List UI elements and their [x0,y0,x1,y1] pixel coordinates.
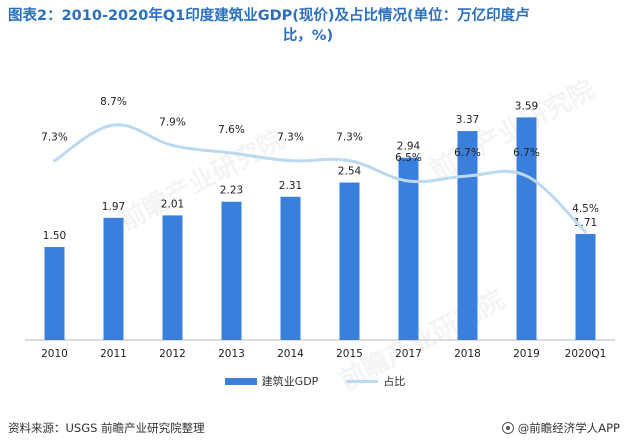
legend-item-bar: 建筑业GDP [224,373,319,389]
bar-value-label: 2.23 [220,185,243,197]
bar-2014 [280,196,301,340]
x-tick-label: 2020Q1 [565,348,607,360]
line-value-label: 6.7% [454,147,481,159]
chart-legend: 建筑业GDP 占比 [0,373,630,389]
bar-2013 [221,201,242,340]
brand-credit: @前瞻经济学人APP [501,420,620,436]
bar-2017 [398,157,419,340]
line-value-label: 4.5% [572,203,599,215]
bar-value-label: 3.37 [456,114,479,126]
bar-value-label: 2.94 [397,141,421,153]
line-value-label: 8.7% [100,96,127,108]
x-tick-label: 2010 [41,348,68,360]
share-line [53,123,587,234]
brand-text: @前瞻经济学人APP [517,421,620,435]
bar-2012 [162,215,183,340]
line-value-label: 7.9% [159,116,186,128]
bar-value-label: 2.01 [161,198,184,210]
chart-title-line1: 图表2：2010-2020年Q1印度建筑业GDP(现价)及占比情况(单位：万亿印… [8,8,530,24]
x-tick-label: 2018 [454,348,481,360]
line-value-label: 7.3% [336,132,363,144]
legend-item-line: 占比 [346,373,405,389]
legend-label-bar: 建筑业GDP [261,375,319,388]
legend-swatch-bar [224,377,257,385]
source-note: 资料来源：USGS 前瞻产业研究院整理 [8,421,205,435]
brand-logo-icon [501,422,514,434]
x-tick-label: 2019 [513,348,540,360]
x-tick-label: 2015 [336,348,363,360]
bar-value-label: 2.54 [338,166,362,178]
x-tick-label: 2017 [395,348,422,360]
bar-value-label: 1.50 [43,230,66,242]
x-tick-label: 2011 [100,348,127,360]
line-value-label: 6.7% [513,147,540,159]
line-value-label: 6.5% [395,152,422,164]
bar-2011 [103,217,124,340]
line-value-label: 7.3% [277,132,304,144]
chart-title: 图表2：2010-2020年Q1印度建筑业GDP(现价)及占比情况(单位：万亿印… [8,6,608,46]
legend-swatch-line [346,379,379,383]
bar-2010 [44,247,65,340]
x-tick-label: 2014 [277,348,304,360]
x-tick-label: 2012 [159,348,186,360]
bar-value-label: 1.97 [102,201,125,213]
bar-value-label: 3.59 [515,100,538,112]
chart-title-line2: 比，%) [282,28,334,44]
x-tick-label: 2013 [218,348,245,360]
bar-2015 [339,182,360,340]
bar-value-label: 2.31 [279,180,302,192]
line-value-label: 7.6% [218,124,245,136]
bar-2018 [457,131,478,340]
line-value-label: 7.3% [41,132,68,144]
bar-2020Q1 [575,233,596,340]
legend-label-line: 占比 [383,375,406,388]
